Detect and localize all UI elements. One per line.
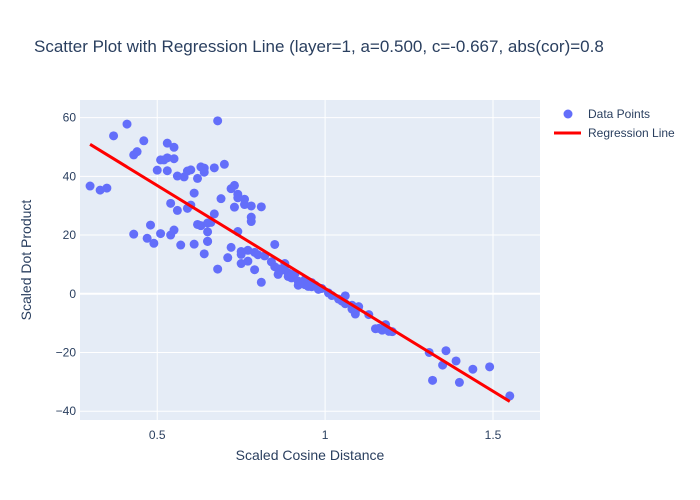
data-point[interactable] bbox=[428, 375, 438, 385]
data-point[interactable] bbox=[169, 154, 179, 164]
data-point[interactable] bbox=[189, 188, 199, 198]
series-layer bbox=[85, 116, 515, 403]
data-point[interactable] bbox=[203, 236, 213, 246]
data-point[interactable] bbox=[441, 346, 451, 356]
data-point[interactable] bbox=[142, 233, 152, 243]
data-point[interactable] bbox=[162, 153, 172, 163]
data-point[interactable] bbox=[132, 147, 142, 157]
data-point[interactable] bbox=[193, 173, 203, 183]
data-point[interactable] bbox=[146, 220, 156, 230]
data-point[interactable] bbox=[256, 202, 266, 212]
data-point[interactable] bbox=[209, 209, 219, 219]
data-point[interactable] bbox=[229, 180, 239, 190]
y-tick-label: 60 bbox=[63, 111, 77, 125]
data-point[interactable] bbox=[172, 205, 182, 215]
data-point[interactable] bbox=[172, 171, 182, 181]
data-point[interactable] bbox=[169, 225, 179, 235]
data-point[interactable] bbox=[246, 217, 256, 227]
x-tick-label: 1.5 bbox=[485, 428, 502, 442]
data-point[interactable] bbox=[246, 201, 256, 211]
data-point[interactable] bbox=[203, 227, 213, 237]
legend-marker-data-points bbox=[563, 109, 573, 119]
data-point[interactable] bbox=[250, 265, 260, 275]
data-point[interactable] bbox=[109, 131, 119, 141]
data-point[interactable] bbox=[350, 309, 360, 319]
y-axis-title: Scaled Dot Product bbox=[18, 200, 34, 321]
data-point[interactable] bbox=[468, 364, 478, 374]
x-axis-title: Scaled Cosine Distance bbox=[236, 447, 385, 463]
data-point[interactable] bbox=[256, 277, 266, 287]
data-point[interactable] bbox=[162, 166, 172, 176]
y-tick-label: −20 bbox=[56, 345, 77, 359]
data-point[interactable] bbox=[213, 264, 223, 274]
data-point[interactable] bbox=[186, 165, 196, 175]
x-tick-label: 0.5 bbox=[149, 428, 166, 442]
data-point[interactable] bbox=[189, 239, 199, 249]
data-point[interactable] bbox=[152, 165, 162, 175]
data-point[interactable] bbox=[226, 242, 236, 252]
data-point[interactable] bbox=[240, 200, 250, 210]
data-point[interactable] bbox=[122, 119, 132, 129]
data-point[interactable] bbox=[213, 116, 223, 126]
data-point[interactable] bbox=[233, 193, 243, 203]
data-point[interactable] bbox=[236, 246, 246, 256]
data-point[interactable] bbox=[166, 198, 176, 208]
tick-labels: 0.5 1 1.5 −40 −20 0 20 40 60 bbox=[56, 111, 502, 442]
data-point[interactable] bbox=[219, 159, 229, 169]
data-point[interactable] bbox=[270, 239, 280, 249]
data-point[interactable] bbox=[199, 163, 209, 173]
data-point[interactable] bbox=[505, 391, 515, 401]
data-point[interactable] bbox=[454, 377, 464, 387]
data-point[interactable] bbox=[253, 250, 263, 260]
data-point[interactable] bbox=[485, 362, 495, 372]
data-point[interactable] bbox=[85, 181, 95, 191]
data-point[interactable] bbox=[451, 356, 461, 366]
legend-label-regression-line: Regression Line bbox=[588, 126, 675, 140]
gridlines bbox=[80, 100, 540, 420]
data-point[interactable] bbox=[169, 142, 179, 152]
y-tick-label: −40 bbox=[56, 404, 77, 418]
data-point[interactable] bbox=[139, 136, 149, 146]
legend-label-data-points: Data Points bbox=[588, 107, 650, 121]
data-point[interactable] bbox=[176, 240, 186, 250]
data-point[interactable] bbox=[129, 229, 139, 239]
data-point[interactable] bbox=[223, 253, 233, 263]
data-point[interactable] bbox=[229, 202, 239, 212]
y-tick-label: 40 bbox=[63, 169, 77, 183]
x-tick-label: 1 bbox=[322, 428, 329, 442]
data-point[interactable] bbox=[102, 183, 112, 193]
y-tick-label: 0 bbox=[69, 287, 76, 301]
data-point[interactable] bbox=[209, 163, 219, 173]
data-point[interactable] bbox=[149, 238, 159, 248]
regression-line[interactable] bbox=[89, 143, 511, 403]
plot-area bbox=[80, 100, 540, 420]
data-point[interactable] bbox=[156, 229, 166, 239]
data-point[interactable] bbox=[199, 249, 209, 259]
data-point[interactable] bbox=[162, 138, 172, 148]
chart-title: Scatter Plot with Regression Line (layer… bbox=[34, 37, 604, 56]
data-point[interactable] bbox=[243, 256, 253, 266]
legend[interactable]: Data Points Regression Line bbox=[554, 107, 675, 140]
data-point[interactable] bbox=[216, 194, 226, 204]
y-tick-label: 20 bbox=[63, 228, 77, 242]
